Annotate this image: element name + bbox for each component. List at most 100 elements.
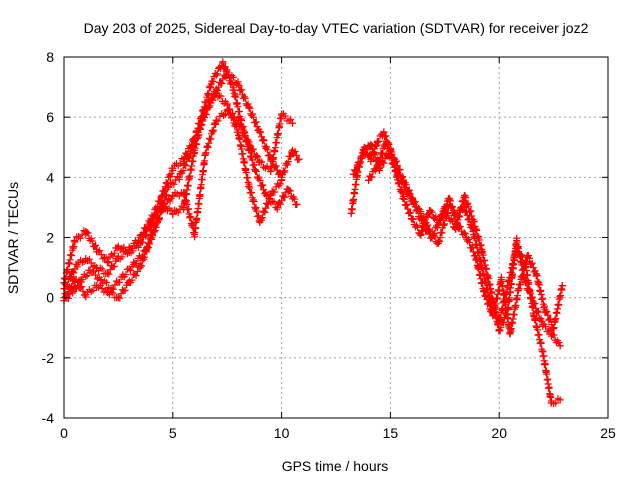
data-point — [445, 194, 453, 202]
x-tick-label: 5 — [169, 425, 177, 441]
data-point — [436, 215, 444, 223]
data-point — [114, 294, 122, 302]
data-point — [175, 173, 183, 181]
data-point — [245, 140, 253, 148]
data-point — [230, 86, 238, 94]
data-point — [539, 321, 547, 329]
data-point — [497, 276, 505, 284]
data-point — [288, 146, 296, 154]
data-point — [556, 342, 564, 350]
data-point — [97, 276, 105, 284]
data-point — [358, 152, 366, 160]
data-point — [547, 330, 555, 338]
y-tick-label: 2 — [46, 230, 54, 246]
data-point — [539, 348, 547, 356]
axis-ticks — [63, 56, 609, 419]
data-point — [373, 137, 381, 145]
series-layer — [60, 58, 566, 408]
data-point — [191, 146, 199, 154]
y-tick-label: 4 — [46, 169, 54, 185]
data-point — [147, 221, 155, 229]
series-track-c — [60, 89, 286, 287]
data-point — [399, 194, 407, 202]
data-point — [212, 89, 220, 97]
data-point — [234, 80, 242, 88]
data-point — [530, 300, 538, 308]
data-point — [367, 140, 375, 148]
series-track-g — [365, 137, 564, 350]
data-point — [212, 116, 220, 124]
data-point — [273, 203, 281, 211]
data-point — [82, 291, 90, 299]
data-point — [71, 237, 79, 245]
data-point — [93, 264, 101, 272]
data-point — [71, 276, 79, 284]
data-point — [73, 261, 81, 269]
data-point — [293, 200, 301, 208]
data-point — [86, 267, 94, 275]
data-point — [288, 119, 296, 127]
data-point — [504, 306, 512, 314]
x-axis-label: GPS time / hours — [282, 458, 389, 474]
data-point — [408, 215, 416, 223]
data-point — [93, 246, 101, 254]
data-point — [125, 249, 133, 257]
chart-title: Day 203 of 2025, Sidereal Day-to-day VTE… — [84, 20, 589, 36]
data-point — [471, 252, 479, 260]
data-point — [67, 273, 75, 281]
data-point — [347, 209, 355, 217]
data-point — [169, 164, 177, 172]
x-tick-label: 15 — [383, 425, 399, 441]
data-point — [417, 230, 425, 238]
data-point — [93, 282, 101, 290]
data-point — [201, 149, 209, 157]
data-point — [180, 188, 188, 196]
x-tick-label: 25 — [600, 425, 616, 441]
data-point — [478, 246, 486, 254]
data-point — [434, 240, 442, 248]
y-axis-label: SDTVAR / TECUs — [5, 182, 21, 294]
data-point — [267, 167, 275, 175]
data-point — [523, 252, 531, 260]
data-point — [373, 161, 381, 169]
data-point — [223, 107, 231, 115]
data-point — [82, 227, 90, 235]
data-point — [108, 285, 116, 293]
data-point — [136, 264, 144, 272]
data-point — [408, 194, 416, 202]
data-point — [245, 182, 253, 190]
x-tick-label: 10 — [274, 425, 290, 441]
data-point — [547, 399, 555, 407]
data-point — [219, 59, 227, 67]
data-point — [367, 155, 375, 163]
data-point — [426, 227, 434, 235]
data-point — [278, 110, 286, 118]
data-point — [267, 191, 275, 199]
data-point — [256, 128, 264, 136]
data-point — [180, 203, 188, 211]
data-point — [463, 234, 471, 241]
y-tick-label: 0 — [46, 290, 54, 306]
y-tick-label: 6 — [46, 109, 54, 125]
data-point — [82, 255, 90, 263]
data-point — [391, 155, 399, 163]
data-point — [532, 270, 540, 278]
data-point — [380, 128, 388, 136]
data-point — [256, 218, 264, 226]
data-point — [480, 288, 488, 296]
data-point — [486, 285, 494, 293]
data-point — [515, 285, 523, 293]
data-point — [234, 116, 242, 124]
data-point — [417, 209, 425, 217]
y-tick-label: -4 — [42, 410, 55, 426]
data-point — [521, 279, 529, 287]
data-point — [256, 158, 264, 166]
data-point — [208, 77, 216, 85]
data-point — [495, 327, 503, 335]
data-point — [349, 170, 357, 178]
data-point — [506, 330, 514, 338]
data-point — [550, 324, 558, 332]
data-point — [295, 155, 303, 163]
x-tick-labels: 0 5 10 15 20 25 — [60, 425, 616, 441]
